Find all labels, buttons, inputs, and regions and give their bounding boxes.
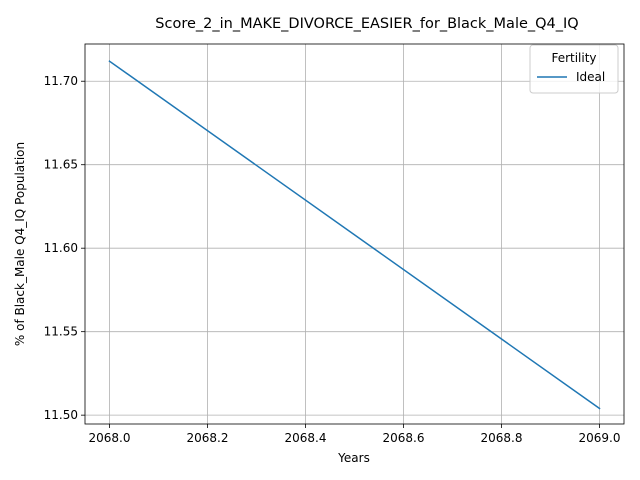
legend: Fertility Ideal (529, 44, 619, 94)
x-tick-label: 2068.0 (89, 431, 131, 445)
x-tick-label: 2068.2 (187, 431, 229, 445)
y-tick-label: 11.65 (44, 158, 78, 172)
legend-box (529, 44, 619, 94)
legend-title: Fertility (551, 51, 596, 65)
y-axis-label: % of Black_Male Q4_IQ Population (13, 142, 27, 346)
y-axis: 11.50 11.55 11.60 11.65 11.70 (44, 74, 85, 422)
x-axis: 2068.0 2068.2 2068.4 2068.6 2068.8 2069.0 (89, 424, 621, 445)
y-tick-label: 11.55 (44, 325, 78, 339)
y-tick-label: 11.70 (44, 74, 78, 88)
x-axis-label: Years (337, 451, 370, 465)
y-tick-label: 11.60 (44, 241, 78, 255)
x-tick-label: 2069.0 (579, 431, 621, 445)
series-line-ideal (108, 60, 601, 410)
legend-label-ideal: Ideal (576, 70, 605, 84)
x-tick-label: 2068.8 (481, 431, 523, 445)
plot-area-frame (84, 43, 625, 425)
x-tick-label: 2068.4 (285, 431, 327, 445)
x-tick-label: 2068.6 (383, 431, 425, 445)
chart-title: Score_2_in_MAKE_DIVORCE_EASIER_for_Black… (155, 16, 578, 32)
series-layer (108, 60, 601, 410)
y-tick-label: 11.50 (44, 408, 78, 422)
